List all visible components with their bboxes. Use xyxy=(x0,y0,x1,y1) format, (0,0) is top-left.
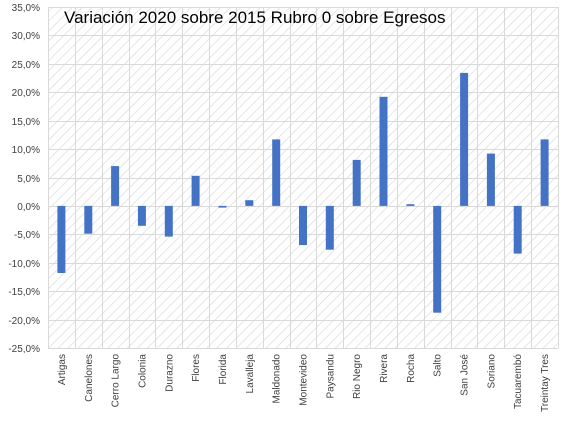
x-category-label: Treintay Tres xyxy=(540,354,551,412)
y-tick-label: 25,0% xyxy=(12,60,40,71)
bar xyxy=(486,153,495,206)
bar xyxy=(325,205,334,250)
x-category-label: Salto xyxy=(433,354,444,377)
bar xyxy=(191,175,200,206)
x-category-label: San José xyxy=(460,354,471,396)
y-tick-label: -5,0% xyxy=(14,230,40,241)
gridlines xyxy=(48,7,559,349)
plot-area-background xyxy=(48,7,558,348)
x-category-label: Flores xyxy=(191,354,202,382)
bar xyxy=(111,166,120,206)
x-category-label: Maldonado xyxy=(272,354,283,404)
x-category-label: Lavalleja xyxy=(245,354,256,394)
x-category-label: Rio Negro xyxy=(352,354,363,399)
bar xyxy=(57,205,66,273)
y-tick-label: -15,0% xyxy=(8,287,40,298)
y-tick-label: 0,0% xyxy=(17,202,40,213)
bar xyxy=(218,205,227,208)
bar xyxy=(272,139,281,206)
x-category-label: Cerro Largo xyxy=(111,354,122,408)
bar xyxy=(245,200,254,206)
bar xyxy=(433,205,442,313)
bar xyxy=(84,205,93,234)
y-tick-label: 15,0% xyxy=(12,117,40,128)
y-tick-label: 20,0% xyxy=(12,88,40,99)
x-category-label: Canelones xyxy=(84,354,95,402)
y-tick-label: -25,0% xyxy=(8,344,40,355)
x-category-label: Florida xyxy=(218,354,229,385)
bar xyxy=(352,159,361,206)
x-axis-category-labels: Artigas Canelones Cerro Largo Colonia Durazn… xyxy=(57,354,551,412)
y-tick-label: 35,0% xyxy=(12,3,40,14)
x-category-label: Montevideo xyxy=(299,354,310,406)
bar xyxy=(379,96,388,206)
bar xyxy=(164,205,173,237)
x-category-label: Paysandu xyxy=(325,354,336,398)
y-axis-tick-labels: -25,0% -20,0% -15,0% -10,0% -5,0% 0,0% 5,0% 10,… xyxy=(8,3,40,355)
y-tick-label: 30,0% xyxy=(12,31,40,42)
bars xyxy=(57,72,549,313)
x-category-label: Durazno xyxy=(164,354,175,392)
x-category-label: Soriano xyxy=(486,354,497,389)
y-tick-label: -20,0% xyxy=(8,316,40,327)
x-category-label: Colonia xyxy=(137,354,148,388)
bar xyxy=(406,204,415,206)
y-tick-label: 5,0% xyxy=(17,174,40,185)
bar xyxy=(137,205,146,226)
y-tick-label: -10,0% xyxy=(8,259,40,270)
x-category-label: Tacuarembó xyxy=(513,354,524,409)
bar xyxy=(460,72,469,206)
bar xyxy=(540,139,549,206)
y-tick-label: 10,0% xyxy=(12,145,40,156)
bar xyxy=(299,205,307,246)
x-category-label: Rocha xyxy=(406,354,417,383)
x-category-label: Artigas xyxy=(57,354,68,385)
chart-title: Variación 2020 sobre 2015 Rubro 0 sobre … xyxy=(64,8,445,27)
bar xyxy=(513,205,522,254)
x-category-label: Rivera xyxy=(379,354,390,383)
